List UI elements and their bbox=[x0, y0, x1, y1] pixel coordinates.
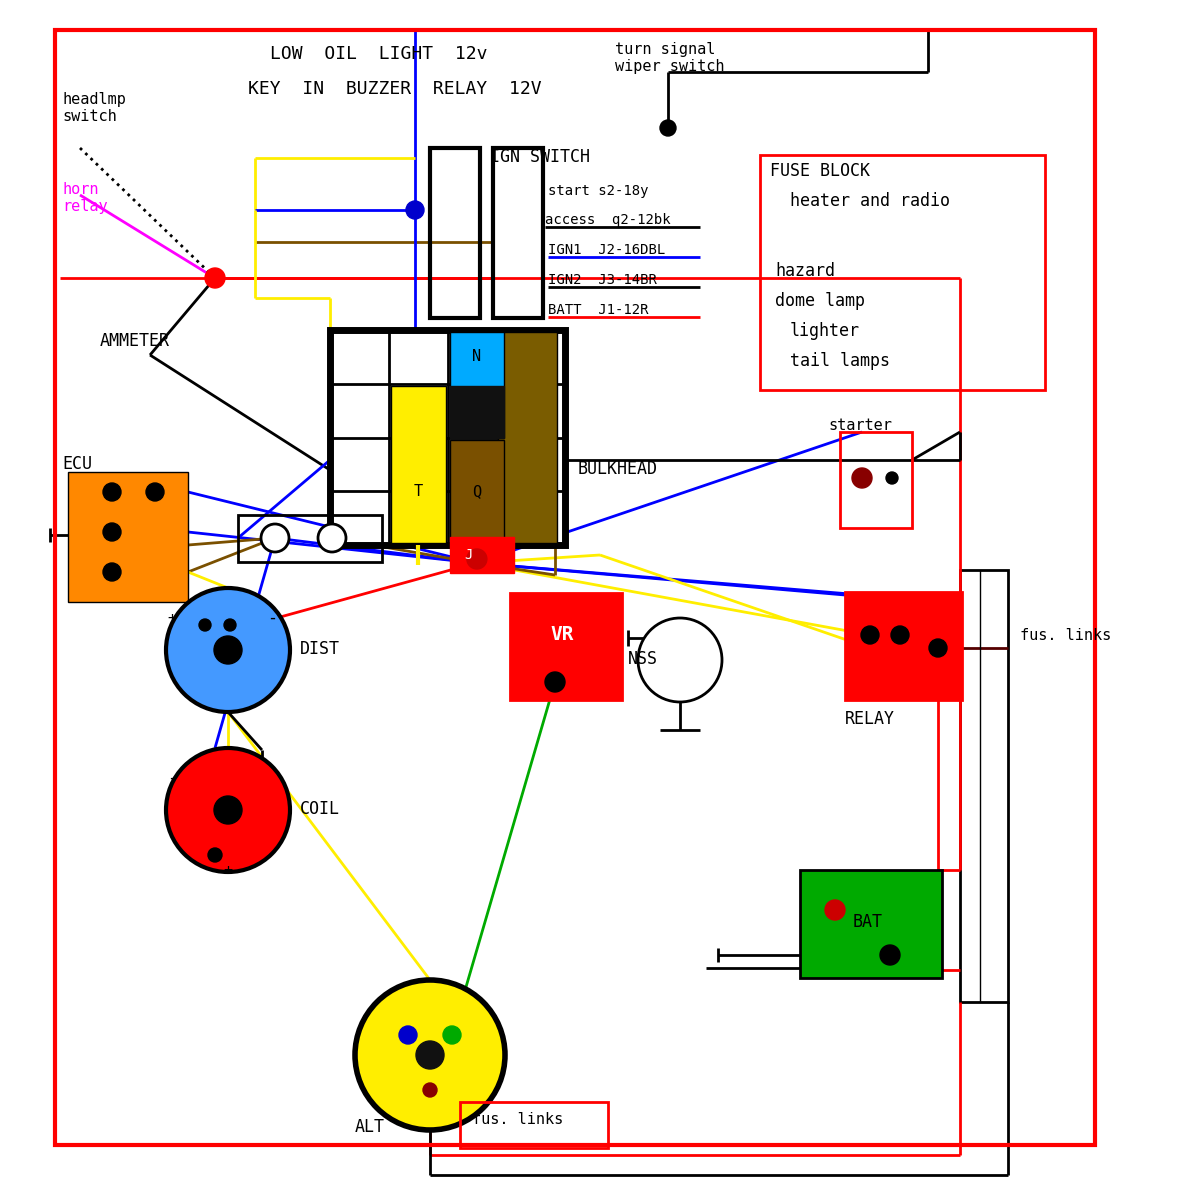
Text: dome lamp: dome lamp bbox=[775, 292, 865, 310]
Circle shape bbox=[862, 626, 878, 644]
Text: fus. links: fus. links bbox=[1020, 628, 1111, 643]
Circle shape bbox=[545, 672, 565, 692]
Text: -: - bbox=[167, 769, 178, 787]
Bar bbox=[450, 332, 504, 438]
Text: tail lamps: tail lamps bbox=[790, 352, 890, 370]
Circle shape bbox=[214, 796, 242, 824]
Text: NSS: NSS bbox=[628, 650, 658, 668]
Text: BULKHEAD: BULKHEAD bbox=[578, 460, 658, 478]
Text: RELAY: RELAY bbox=[845, 710, 895, 728]
Text: VR: VR bbox=[550, 625, 574, 644]
Circle shape bbox=[166, 748, 290, 872]
Circle shape bbox=[103, 563, 121, 581]
Bar bbox=[391, 385, 445, 542]
Circle shape bbox=[852, 468, 872, 488]
Circle shape bbox=[880, 946, 900, 965]
Text: BATT  J1-12R: BATT J1-12R bbox=[548, 302, 648, 317]
Bar bbox=[460, 1102, 608, 1148]
Circle shape bbox=[826, 900, 845, 920]
Circle shape bbox=[890, 626, 910, 644]
Text: J: J bbox=[464, 548, 473, 562]
Circle shape bbox=[929, 638, 947, 658]
Bar bbox=[498, 332, 557, 542]
Text: -: - bbox=[266, 608, 277, 626]
Circle shape bbox=[103, 523, 121, 541]
Text: heater and radio: heater and radio bbox=[790, 192, 950, 210]
Bar bbox=[68, 472, 188, 602]
Text: headlmp
switch: headlmp switch bbox=[62, 92, 126, 125]
Circle shape bbox=[318, 524, 346, 552]
Text: hazard: hazard bbox=[775, 262, 835, 280]
Circle shape bbox=[467, 550, 487, 569]
Bar bbox=[960, 570, 1008, 1002]
Text: lighter: lighter bbox=[790, 322, 860, 340]
Text: ECU: ECU bbox=[62, 455, 92, 473]
Text: turn signal
wiper switch: turn signal wiper switch bbox=[616, 42, 725, 74]
Circle shape bbox=[262, 524, 289, 552]
Bar bbox=[450, 439, 504, 542]
Bar bbox=[760, 155, 1045, 390]
Bar bbox=[238, 515, 382, 562]
Text: fus. links: fus. links bbox=[472, 1112, 563, 1127]
Text: +: + bbox=[223, 863, 233, 877]
Text: LOW  OIL  LIGHT  12v: LOW OIL LIGHT 12v bbox=[270, 44, 487, 62]
Text: IGN SWITCH: IGN SWITCH bbox=[490, 148, 590, 166]
Text: COIL: COIL bbox=[300, 800, 340, 818]
Bar bbox=[450, 385, 504, 438]
Bar bbox=[450, 538, 515, 572]
Bar bbox=[845, 592, 962, 700]
Bar bbox=[430, 148, 480, 318]
Circle shape bbox=[224, 619, 236, 631]
Text: access  q2-12bk: access q2-12bk bbox=[545, 214, 671, 227]
Bar bbox=[55, 30, 1096, 1145]
Bar bbox=[493, 148, 542, 318]
Circle shape bbox=[199, 619, 211, 631]
Circle shape bbox=[406, 200, 424, 218]
Circle shape bbox=[443, 1026, 461, 1044]
Text: starter: starter bbox=[828, 418, 892, 433]
Circle shape bbox=[660, 120, 676, 136]
Circle shape bbox=[416, 1040, 444, 1069]
Text: +: + bbox=[168, 611, 176, 625]
Text: DIST: DIST bbox=[300, 640, 340, 658]
Bar bbox=[800, 870, 942, 978]
Bar bbox=[840, 432, 912, 528]
Circle shape bbox=[886, 472, 898, 484]
Circle shape bbox=[398, 1026, 418, 1044]
Text: N: N bbox=[473, 349, 481, 365]
Text: IGN1  J2-16DBL: IGN1 J2-16DBL bbox=[548, 242, 665, 257]
Circle shape bbox=[205, 268, 226, 288]
Text: BAT: BAT bbox=[853, 913, 883, 931]
Text: IGN2  J3-14BR: IGN2 J3-14BR bbox=[548, 272, 656, 287]
Bar bbox=[330, 330, 565, 545]
Circle shape bbox=[355, 980, 505, 1130]
Circle shape bbox=[208, 848, 222, 862]
Circle shape bbox=[166, 588, 290, 712]
Text: ALT: ALT bbox=[355, 1118, 385, 1136]
Text: horn
relay: horn relay bbox=[62, 182, 108, 215]
Circle shape bbox=[103, 482, 121, 502]
Bar bbox=[510, 593, 622, 700]
Circle shape bbox=[214, 636, 242, 664]
Text: AMMETER: AMMETER bbox=[100, 332, 170, 350]
Text: FUSE BLOCK: FUSE BLOCK bbox=[770, 162, 870, 180]
Text: KEY  IN  BUZZER  RELAY  12V: KEY IN BUZZER RELAY 12V bbox=[248, 80, 541, 98]
Circle shape bbox=[424, 1082, 437, 1097]
Circle shape bbox=[146, 482, 164, 502]
Text: start s2-18y: start s2-18y bbox=[548, 184, 648, 198]
Text: T: T bbox=[414, 484, 422, 499]
Text: Q: Q bbox=[473, 484, 481, 499]
Circle shape bbox=[638, 618, 722, 702]
